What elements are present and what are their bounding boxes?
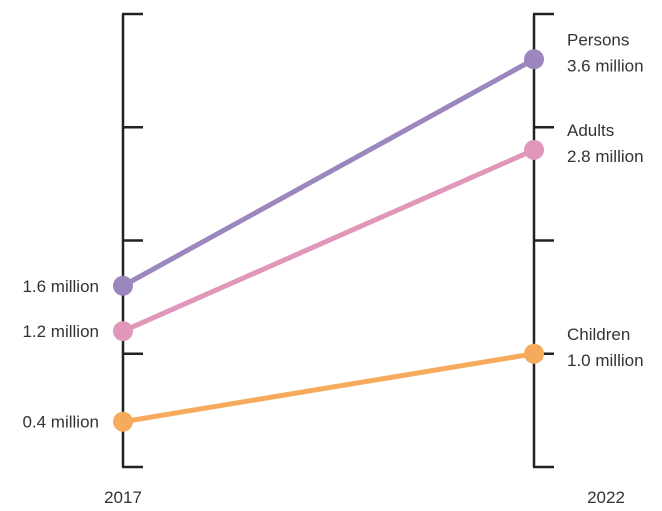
end-label-children: 1.0 million — [567, 351, 644, 370]
series-line-persons — [120, 56, 537, 289]
x-tick-label-2017: 2017 — [104, 488, 142, 507]
start-label-children: 0.4 million — [22, 413, 99, 432]
point-adults-2022 — [524, 139, 544, 160]
point-children-2017 — [113, 411, 133, 432]
series-points-layer — [113, 49, 544, 432]
point-children-2022 — [524, 343, 544, 364]
labels-layer: 1.6 million Persons 3.6 million 1.2 million… — [22, 30, 643, 431]
series-name-label-persons: Persons — [567, 30, 629, 49]
x-tick-label-2022: 2022 — [587, 488, 625, 507]
end-label-persons: 3.6 million — [567, 56, 644, 75]
series-line-children — [120, 351, 537, 425]
series-lines-layer — [120, 56, 537, 425]
point-persons-2022 — [524, 49, 544, 70]
point-adults-2017 — [113, 321, 133, 342]
start-label-persons: 1.6 million — [22, 277, 99, 296]
series-name-label-children: Children — [567, 325, 630, 344]
start-label-adults: 1.2 million — [22, 322, 99, 341]
series-line-adults — [120, 147, 537, 334]
series-name-label-adults: Adults — [567, 121, 614, 140]
point-persons-2017 — [113, 275, 133, 296]
end-label-adults: 2.8 million — [567, 147, 644, 166]
axes-layer — [121, 12, 554, 469]
